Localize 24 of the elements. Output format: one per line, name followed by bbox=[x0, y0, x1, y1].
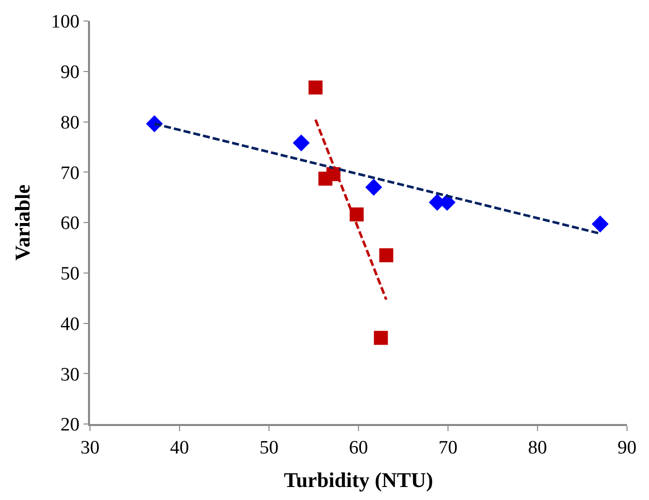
y-tick-label: 90 bbox=[60, 62, 80, 84]
point bbox=[374, 330, 388, 345]
point bbox=[379, 248, 394, 262]
x-tick-label: 70 bbox=[438, 438, 458, 459]
x-tick-label: 30 bbox=[80, 438, 100, 459]
point bbox=[592, 216, 609, 232]
y-tick-label: 70 bbox=[60, 162, 80, 184]
point bbox=[308, 80, 323, 94]
x-tick-label: 50 bbox=[260, 438, 278, 459]
y-tick-label: 40 bbox=[60, 314, 80, 335]
point bbox=[292, 134, 310, 152]
x-tick-label: 40 bbox=[170, 438, 189, 459]
x-tick-label: 60 bbox=[349, 438, 368, 459]
y-tick-label: 80 bbox=[60, 112, 80, 134]
y-tick-label: 30 bbox=[60, 364, 80, 386]
y-tick-label: 50 bbox=[60, 264, 80, 285]
y-tick-label: 20 bbox=[60, 414, 80, 436]
point bbox=[365, 178, 382, 196]
x-tick-label: 80 bbox=[528, 438, 547, 459]
y-tick-label: 100 bbox=[50, 12, 80, 33]
y-tick-label: 60 bbox=[60, 213, 80, 234]
y-axis-title: Variable bbox=[10, 184, 35, 261]
x-tick-label: 90 bbox=[618, 438, 636, 459]
x-axis-title: Turbidity (NTU) bbox=[284, 468, 434, 492]
